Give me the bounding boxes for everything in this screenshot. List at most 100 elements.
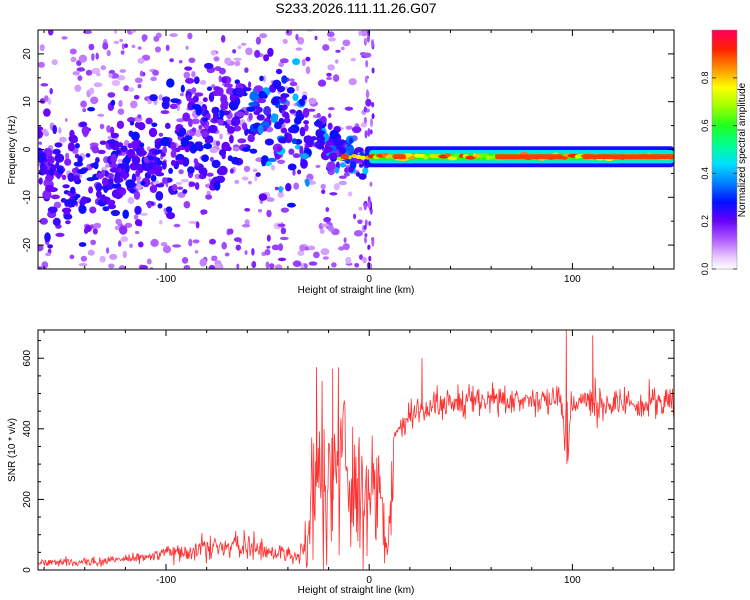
spectrogram-signal-blob xyxy=(255,172,261,178)
spectrogram-noise-blob xyxy=(134,77,143,84)
spectrogram-noise-blob xyxy=(326,76,333,81)
spectrogram-signal-blob xyxy=(151,122,158,128)
spectrogram-signal-blob xyxy=(213,181,221,191)
spectrogram-noise-blob xyxy=(354,263,360,268)
spectrogram-noise-blob xyxy=(322,44,330,51)
spectrogram-noise-blob xyxy=(120,236,129,243)
spectrogram-noise-blob xyxy=(209,156,214,162)
spectrogram-signal-blob xyxy=(170,141,177,151)
spectrogram-signal-blob xyxy=(106,199,116,206)
colorbar-label: Normalized spectral amplitude xyxy=(737,82,748,217)
spectrogram-noise-blob xyxy=(191,71,196,78)
spectrogram-noise-blob xyxy=(329,192,338,196)
spectrogram-noise-blob xyxy=(72,71,80,76)
spectrogram-signal-blob xyxy=(133,190,141,200)
spectrogram-noise-blob xyxy=(241,176,249,181)
spectrogram-noise-blob xyxy=(61,36,68,40)
spectrogram-signal-blob xyxy=(305,178,310,187)
colorbar: 0.0 0.2 0.4 0.6 0.8 Normalized spectral ampl… xyxy=(700,29,748,275)
spectrogram-signal-blob xyxy=(182,189,188,194)
spectrogram-signal-blob xyxy=(270,113,278,124)
spectrogram-noise-blob xyxy=(162,245,172,254)
spectrogram-noise-blob xyxy=(136,180,142,184)
spectrogram-signal-blob xyxy=(149,94,158,102)
spectrogram-signal-blob xyxy=(142,163,152,172)
spectrogram-noise-blob xyxy=(264,249,271,256)
spectrogram-signal-blob xyxy=(221,76,227,84)
spectrogram-noise-blob xyxy=(93,222,102,229)
spectrogram-noise-blob xyxy=(224,57,232,65)
spectrogram-noise-blob xyxy=(117,108,125,115)
spectrogram-signal-blob xyxy=(136,146,143,156)
spectrogram-signal-blob xyxy=(277,146,282,151)
spectrogram-y-tick-label: 20 xyxy=(22,48,33,60)
spectrogram-x-tick-label: 100 xyxy=(564,274,581,285)
spectrogram-noise-blob xyxy=(241,42,247,46)
spectrogram-noise-blob xyxy=(234,60,241,67)
spectrogram-signal-blob xyxy=(160,136,171,147)
snr-y-tick-label: 600 xyxy=(22,349,33,366)
spectrogram-noise-blob xyxy=(99,123,105,130)
spectrogram-signal-blob xyxy=(294,116,302,125)
spectrogram-signal-blob xyxy=(96,172,104,179)
spectrogram-signal-blob xyxy=(155,183,165,188)
spectrogram-x-axis-label: Height of straight line (km) xyxy=(298,285,415,296)
spectrogram-noise-blob xyxy=(370,118,373,128)
spectrogram-x-tick-label: -100 xyxy=(156,274,176,285)
spectrogram-noise-blob xyxy=(183,264,191,269)
spectrogram-noise-blob xyxy=(251,248,255,256)
spectrogram-noise-blob xyxy=(359,254,363,260)
spectrogram-signal-blob xyxy=(182,112,191,122)
spectrogram-signal-blob xyxy=(145,117,153,125)
spectrogram-signal-blob xyxy=(114,171,121,180)
spectrogram-noise-blob xyxy=(102,42,109,50)
snr-plot-area xyxy=(38,330,674,570)
spectrogram-noise-blob xyxy=(245,47,253,56)
spectrogram-noise-blob xyxy=(280,207,289,213)
spectrogram-noise-blob xyxy=(224,252,230,257)
spectrogram-signal-blob xyxy=(38,177,43,185)
carrier-blob xyxy=(447,156,458,161)
snr-frame xyxy=(37,329,675,571)
spectrogram-noise-blob xyxy=(124,43,128,49)
spectrogram-signal-blob xyxy=(324,146,333,153)
spectrogram-signal-blob xyxy=(179,127,187,136)
spectrogram-noise-blob xyxy=(208,264,216,269)
snr-x-tick-label: -100 xyxy=(156,575,176,586)
spectrogram-signal-blob xyxy=(272,96,281,101)
spectrogram-noise-blob xyxy=(169,58,174,63)
spectrogram-noise-blob xyxy=(279,236,289,241)
spectrogram-noise-blob xyxy=(178,169,184,175)
spectrogram-noise-blob xyxy=(61,174,67,180)
colorbar-gradient xyxy=(712,30,737,269)
spectrogram-signal-blob xyxy=(119,225,128,235)
spectrogram-noise-blob xyxy=(141,34,148,41)
spectrogram-signal-blob xyxy=(259,75,264,82)
spectrogram-signal-blob xyxy=(292,153,301,159)
spectrogram-signal-blob xyxy=(180,137,189,148)
spectrogram-signal-blob xyxy=(192,95,199,103)
spectrogram-signal-blob xyxy=(220,94,228,105)
spectrogram-signal-blob xyxy=(195,106,203,116)
spectrogram-signal-blob xyxy=(116,120,125,129)
spectrogram-signal-blob xyxy=(206,86,213,91)
spectrogram-signal-blob xyxy=(219,109,225,119)
spectrogram-noise-blob xyxy=(187,32,193,40)
spectrogram-noise-blob xyxy=(348,78,357,86)
spectrogram-noise-blob xyxy=(308,245,316,251)
spectrogram-signal-blob xyxy=(70,137,79,143)
spectrogram-signal-blob xyxy=(289,109,296,114)
spectrogram-noise-blob xyxy=(47,30,54,36)
spectrogram-noise-blob xyxy=(271,244,280,251)
spectrogram-noise-blob xyxy=(105,164,110,168)
figure-title: S233.2026.111.11.26.G07 xyxy=(275,0,436,16)
spectrogram-signal-blob xyxy=(134,122,140,128)
spectrogram-noise-blob xyxy=(107,92,116,98)
spectrogram-signal-blob xyxy=(280,127,288,134)
spectrogram-signal-blob xyxy=(170,159,177,167)
spectrogram-noise-blob xyxy=(137,57,145,64)
snr-x-axis-label: Height of straight line (km) xyxy=(298,585,415,596)
spectrogram-noise-blob xyxy=(188,238,193,247)
spectrogram-signal-blob xyxy=(62,184,70,189)
